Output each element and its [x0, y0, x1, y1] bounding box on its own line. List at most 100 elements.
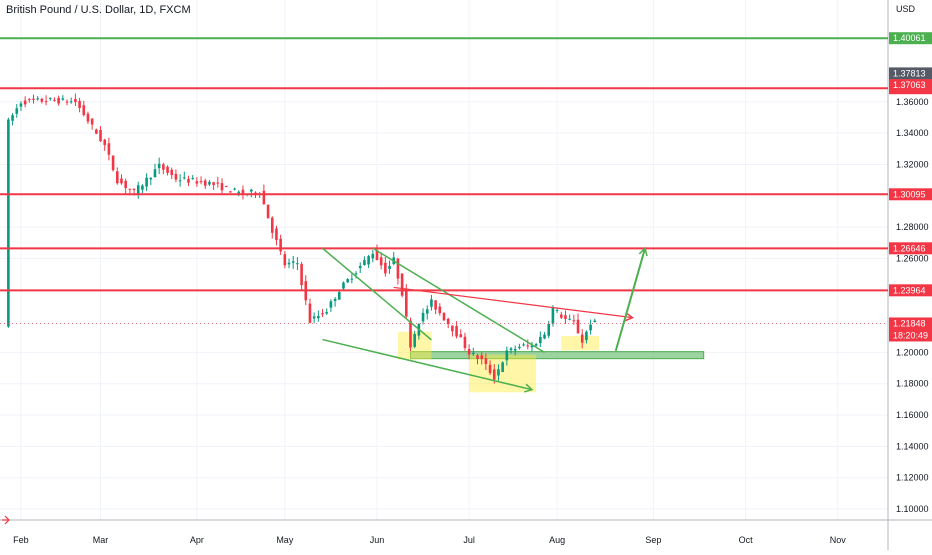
- level-badge: 1.30095: [893, 189, 926, 199]
- candle-body: [543, 334, 546, 339]
- price-badge: 1.21848: [893, 318, 926, 328]
- candle-body: [317, 315, 320, 319]
- candle-body: [220, 183, 224, 191]
- candle-body: [237, 191, 241, 194]
- candle-body: [539, 336, 542, 344]
- candle-body: [170, 169, 174, 176]
- candle-body: [128, 188, 132, 190]
- candle-body: [53, 99, 56, 101]
- candle-body: [183, 177, 186, 179]
- candle-body: [467, 349, 471, 355]
- candle-body: [115, 171, 119, 184]
- candle-body: [400, 273, 404, 296]
- time-tick-label: May: [276, 535, 294, 545]
- candle-body: [518, 346, 521, 349]
- candle-body: [7, 119, 10, 327]
- level-badge-bg: [889, 32, 932, 45]
- trend-line-green: [322, 247, 432, 341]
- candle-body: [65, 101, 69, 103]
- candle-body: [287, 262, 291, 265]
- candle-body: [526, 345, 530, 347]
- candle-body: [166, 166, 169, 173]
- candle-body: [266, 204, 270, 219]
- candle-body: [559, 314, 563, 318]
- candle-body: [40, 98, 44, 102]
- candle-body: [396, 258, 400, 279]
- candle-body: [488, 364, 492, 374]
- candle-body: [509, 348, 513, 351]
- level-badge-bg: [889, 284, 932, 297]
- target-arrow: [614, 246, 648, 352]
- candle-body: [107, 143, 111, 155]
- price-badge-bg: [889, 67, 932, 80]
- candle-body: [312, 316, 316, 319]
- candle-body: [568, 318, 571, 320]
- candle-body: [576, 319, 580, 334]
- highlight-box: [469, 354, 537, 393]
- candle-body: [446, 318, 450, 325]
- candle-body: [472, 352, 475, 354]
- candle-body: [501, 362, 504, 372]
- time-tick-label: Sep: [645, 535, 661, 545]
- candle-body: [367, 256, 370, 265]
- candle-body: [480, 355, 483, 360]
- price-tick-label: 1.34000: [896, 128, 929, 138]
- candle-body: [15, 108, 19, 114]
- candle-body: [208, 181, 211, 185]
- candle-body: [342, 282, 345, 289]
- candle-body: [178, 180, 182, 182]
- candle-body: [375, 250, 379, 261]
- price-tick-label: 1.20000: [896, 347, 929, 357]
- time-tick-label: Apr: [190, 535, 204, 545]
- time-tick-label: Feb: [13, 535, 29, 545]
- time-tick-label: Jun: [370, 535, 385, 545]
- candle-body: [589, 324, 592, 331]
- candle-body: [388, 265, 391, 269]
- candle-body: [300, 264, 303, 286]
- candle-body: [74, 98, 77, 103]
- candle-body: [384, 262, 387, 274]
- candle-body: [283, 254, 287, 266]
- candle-body: [358, 265, 362, 269]
- candle-body: [82, 105, 86, 115]
- candle-body: [48, 97, 52, 100]
- candle-body: [350, 278, 354, 280]
- candle-body: [153, 169, 157, 178]
- candle-body: [90, 118, 94, 125]
- candle-body: [32, 98, 35, 100]
- level-badge-bg: [889, 188, 932, 201]
- time-tick-label: Aug: [549, 535, 565, 545]
- candle-body: [28, 98, 31, 100]
- candle-body: [555, 310, 559, 312]
- candle-body: [157, 163, 161, 169]
- candle-body: [270, 217, 274, 233]
- candle-body: [585, 331, 588, 341]
- candle-body: [132, 188, 136, 191]
- candle-body: [212, 182, 215, 186]
- candle-body: [23, 100, 27, 105]
- candle-body: [379, 257, 383, 266]
- candle-body: [321, 313, 324, 315]
- candle-body: [442, 312, 446, 321]
- candle-body: [484, 358, 488, 365]
- candle-body: [333, 298, 337, 301]
- candle-body: [308, 303, 312, 323]
- price-tick-label: 1.10000: [896, 504, 929, 514]
- candle-body: [421, 312, 425, 322]
- candle-body: [593, 320, 597, 323]
- trend-line-green: [372, 247, 545, 354]
- candle-body: [492, 369, 496, 380]
- highlight-box: [561, 335, 599, 351]
- price-badge-bg: [889, 79, 932, 92]
- candle-body: [145, 177, 148, 187]
- trend-line-red: [393, 286, 634, 322]
- candle-body: [199, 181, 203, 183]
- candle-body: [99, 130, 102, 142]
- candle-body: [203, 180, 207, 186]
- time-tick-label: Oct: [739, 535, 754, 545]
- price-tick-label: 1.18000: [896, 379, 929, 389]
- candle-body: [241, 189, 245, 195]
- level-badge: 1.40061: [893, 33, 926, 43]
